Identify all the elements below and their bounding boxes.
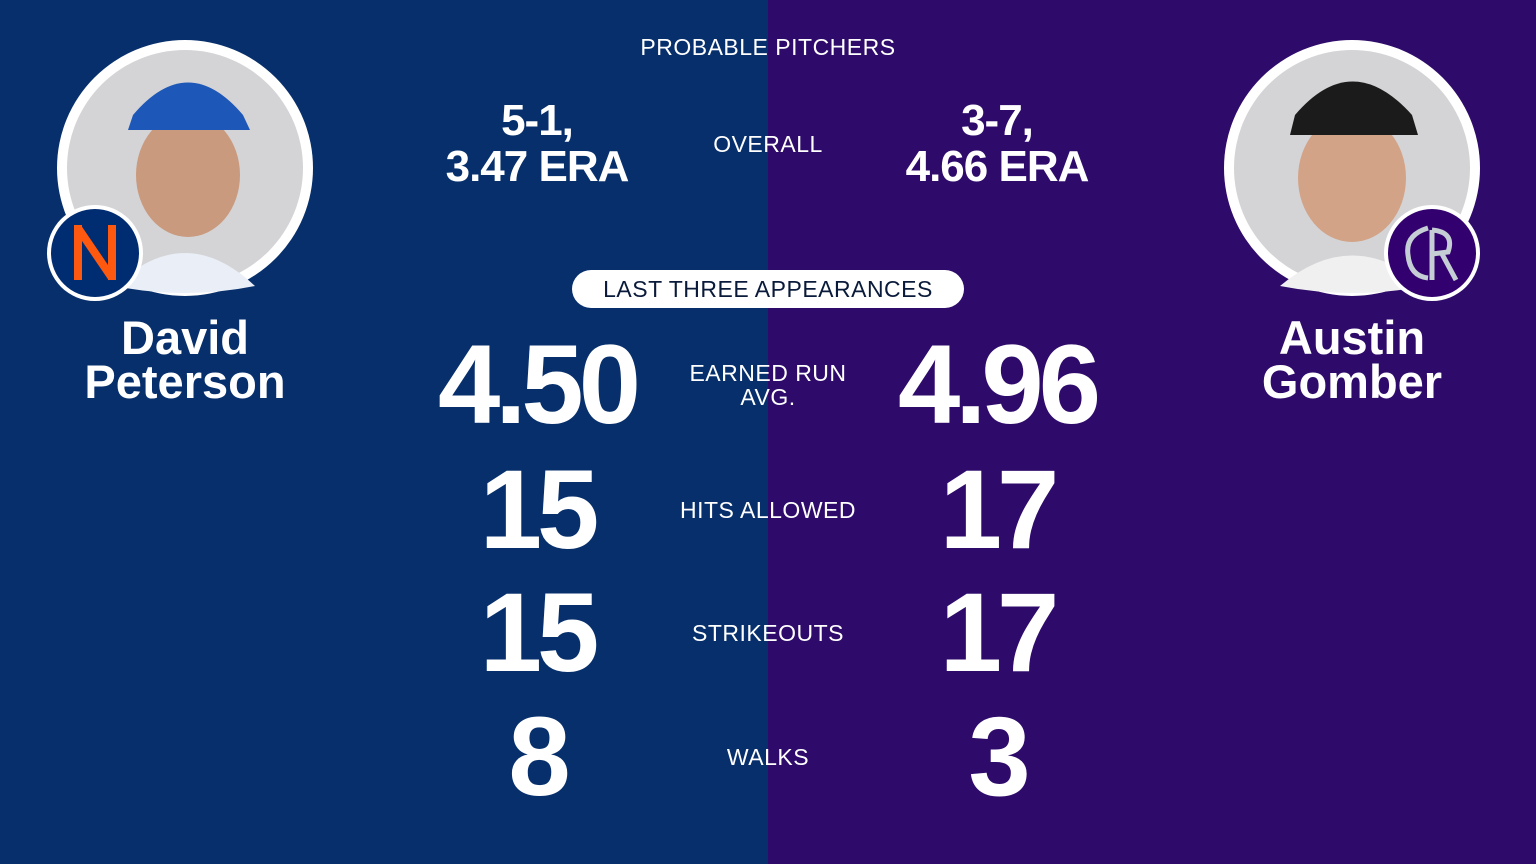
name-line: David bbox=[121, 311, 249, 364]
stat-label-line: STRIKEOUTS bbox=[692, 620, 844, 646]
overall-record: 5-1, 3.47 ERA bbox=[337, 98, 737, 190]
stat-label-line: AVG. bbox=[740, 384, 796, 410]
stat-label: STRIKEOUTS bbox=[618, 621, 918, 645]
overall-line: 4.66 ERA bbox=[905, 142, 1090, 191]
stat-value: 17 bbox=[939, 447, 1060, 572]
stat-label: WALKS bbox=[618, 745, 918, 769]
right-photo bbox=[1224, 40, 1480, 296]
stat-value: 15 bbox=[479, 570, 600, 695]
stat-label-line: WALKS bbox=[726, 744, 810, 770]
overall-line: 3.47 ERA bbox=[445, 142, 630, 191]
pitcher-name: Austin Gomber bbox=[1152, 311, 1536, 408]
overall-line: 3-7, bbox=[961, 96, 1034, 145]
pitcher-name: David Peterson bbox=[0, 311, 385, 408]
right-logo bbox=[1384, 205, 1480, 301]
stat-label-line: HITS ALLOWED bbox=[680, 497, 856, 523]
overall-record: 3-7, 4.66 ERA bbox=[797, 98, 1197, 190]
stat-value: 17 bbox=[939, 570, 1060, 695]
stat-label: HITS ALLOWED bbox=[618, 498, 918, 522]
stat-label-line: EARNED RUN bbox=[689, 360, 847, 386]
section-pill bbox=[572, 270, 964, 308]
header-title: PROBABLE PITCHERS bbox=[640, 34, 896, 60]
name-line: Gomber bbox=[1261, 355, 1443, 408]
overall-line: 5-1, bbox=[501, 96, 574, 145]
overall-label: OVERALL bbox=[713, 131, 823, 157]
left-logo bbox=[47, 205, 143, 301]
name-line: Austin bbox=[1278, 311, 1426, 364]
stat-value: 3 bbox=[968, 694, 1030, 819]
stat-label: EARNED RUN AVG. bbox=[618, 361, 918, 409]
section-title: LAST THREE APPEARANCES bbox=[603, 276, 933, 302]
name-line: Peterson bbox=[84, 355, 286, 408]
stat-value: 4.96 bbox=[898, 322, 1101, 447]
stat-value: 4.50 bbox=[438, 322, 641, 447]
stat-value: 8 bbox=[508, 694, 570, 819]
stat-value: 15 bbox=[479, 447, 600, 572]
